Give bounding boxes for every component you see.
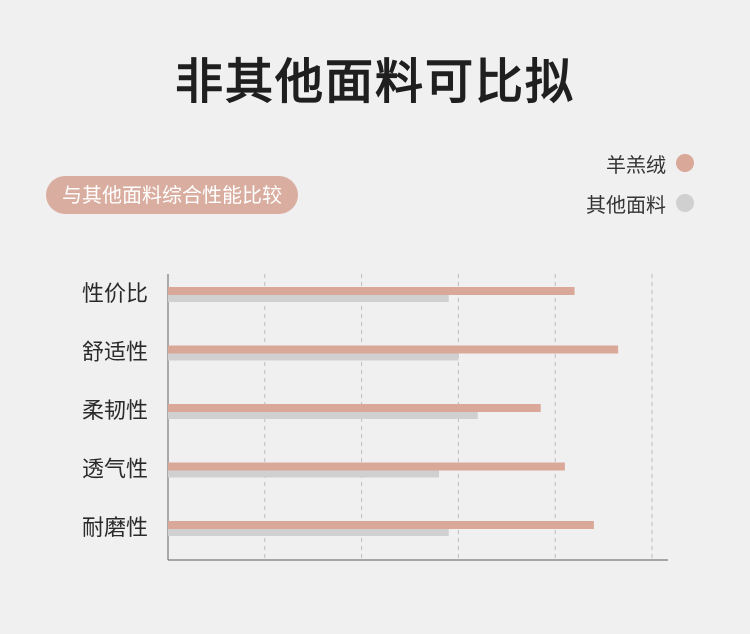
bar-lamb-fleece — [168, 462, 565, 471]
bar-lamb-fleece — [168, 521, 594, 529]
bar-lamb-fleece — [168, 404, 541, 412]
bar-other-fabric — [168, 352, 459, 361]
legend-item-lamb-fleece: 羊羔绒 — [586, 150, 694, 177]
category-label: 舒适性 — [82, 341, 148, 366]
legend-label: 其他面料 — [586, 192, 666, 217]
bar-other-fabric — [168, 411, 478, 419]
bar-other-fabric — [168, 528, 449, 536]
category-label: 透气性 — [82, 458, 148, 483]
legend-item-other-fabric: 其他面料 — [586, 190, 694, 217]
chart-legend: 羊羔绒 其他面料 — [586, 150, 694, 230]
bar-lamb-fleece — [168, 345, 619, 354]
legend-swatch — [676, 194, 694, 212]
bar-other-fabric — [168, 294, 449, 302]
legend-label: 羊羔绒 — [606, 152, 666, 177]
category-label: 柔韧性 — [82, 399, 148, 424]
bar-other-fabric — [168, 469, 440, 478]
legend-swatch — [676, 154, 694, 172]
category-label: 耐磨性 — [82, 516, 148, 541]
page-title: 非其他面料可比拟 — [174, 54, 575, 110]
category-label: 性价比 — [82, 282, 148, 307]
section-badge: 与其他面料综合性能比较 — [46, 176, 298, 214]
bar-lamb-fleece — [168, 287, 575, 295]
